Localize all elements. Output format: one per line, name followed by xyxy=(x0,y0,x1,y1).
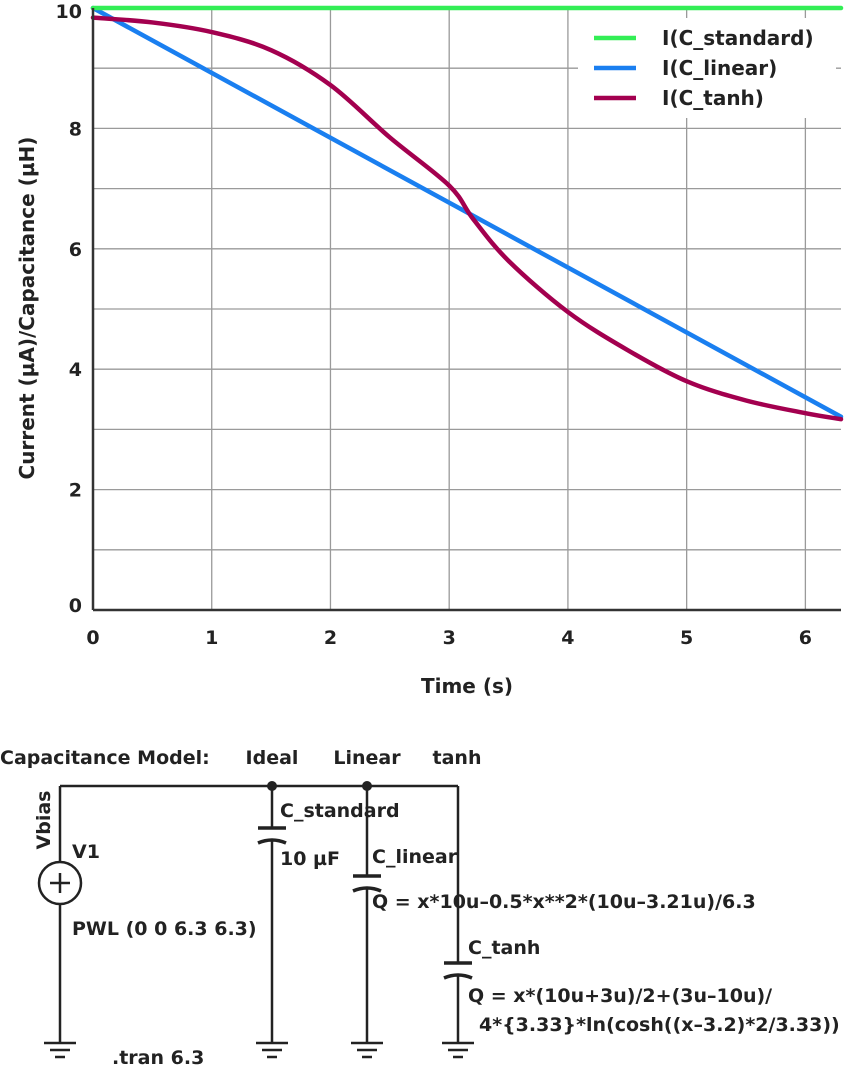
series-lines xyxy=(90,5,844,422)
tran-label: .tran 6.3 xyxy=(112,1047,204,1066)
ground-icon xyxy=(256,1041,288,1059)
junction-dot xyxy=(362,781,372,791)
y-tick-label: 4 xyxy=(69,359,82,381)
axes xyxy=(91,8,841,612)
x-tick-label: 5 xyxy=(680,627,693,649)
ideal-label: Ideal xyxy=(246,747,299,769)
ground-icon xyxy=(442,1041,474,1059)
tick-labels: 0 1 2 3 4 5 6 0 2 4 6 8 10 xyxy=(56,1,812,649)
c-tanh-equation-line2: 4*{3.33}*ln(cosh((x–3.2)*2/3.33)) xyxy=(479,1014,840,1036)
x-tick-label: 4 xyxy=(561,627,574,649)
x-axis-label: Time (s) xyxy=(421,674,513,698)
tanh-label: tanh xyxy=(433,747,482,769)
c-tanh-label: C_tanh xyxy=(468,937,540,959)
y-tick-label: 6 xyxy=(69,239,82,261)
junction-dot xyxy=(267,781,277,791)
legend-entry: I(C_linear) xyxy=(662,56,777,80)
legend-entry: I(C_tanh) xyxy=(662,86,764,110)
x-tick-label: 6 xyxy=(799,627,812,649)
c-standard-label: C_standard xyxy=(280,800,400,822)
chart: 0 1 2 3 4 5 6 0 2 4 6 8 10 Time (s) Current (µA)/Cap… xyxy=(15,1,844,698)
y-tick-label: 0 xyxy=(69,595,82,617)
ground-icon xyxy=(351,1041,383,1059)
capacitance-model-label: Capacitance Model: xyxy=(0,747,210,769)
c-standard-value: 10 µF xyxy=(280,848,340,870)
ground-icon xyxy=(44,1041,76,1059)
linear-label: Linear xyxy=(333,747,401,769)
schematic: Capacitance Model: Ideal Linear tanh Vbi… xyxy=(0,747,840,1066)
v1-label: V1 xyxy=(72,841,100,863)
legend-entry: I(C_standard) xyxy=(662,26,814,50)
vbias-label: Vbias xyxy=(33,791,55,850)
x-tick-label: 0 xyxy=(86,627,99,649)
c-linear-label: C_linear xyxy=(372,846,458,868)
y-tick-label: 8 xyxy=(69,118,82,140)
y-tick-label: 2 xyxy=(69,480,82,502)
pwl-label: PWL (0 0 6.3 6.3) xyxy=(72,918,257,940)
y-tick-label: 10 xyxy=(56,1,82,23)
y-axis-label: Current (µA)/Capacitance (µH) xyxy=(15,137,39,480)
c-tanh-equation-line1: Q = x*(10u+3u)/2+(3u–10u)/ xyxy=(468,985,772,1007)
x-tick-label: 2 xyxy=(324,627,337,649)
legend: I(C_standard) I(C_linear) I(C_tanh) xyxy=(578,18,836,118)
x-tick-label: 1 xyxy=(205,627,218,649)
series-line-i-c-tanh- xyxy=(90,15,844,422)
c-linear-equation: Q = x*10u–0.5*x**2*(10u–3.21u)/6.3 xyxy=(372,891,756,913)
x-tick-label: 3 xyxy=(443,627,456,649)
